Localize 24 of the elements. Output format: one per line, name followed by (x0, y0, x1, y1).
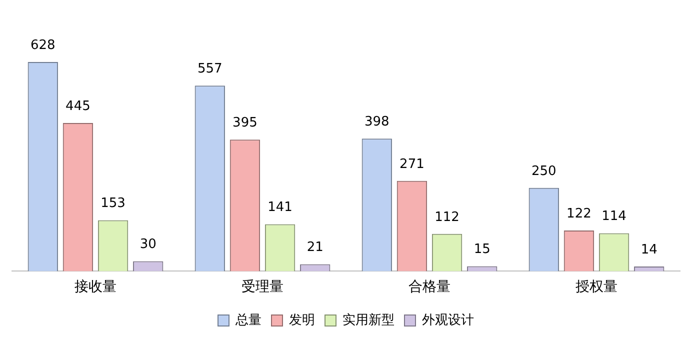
x-tick-label: 合格量 (408, 279, 450, 296)
data-label: 557 (197, 62, 222, 77)
legend-label: 总量 (234, 312, 262, 328)
data-label: 250 (531, 164, 556, 179)
data-label: 445 (66, 98, 90, 114)
data-label: 398 (364, 114, 390, 130)
x-tick-label: 受理量 (242, 279, 284, 296)
data-label: 141 (268, 200, 292, 216)
data-label: 271 (400, 156, 424, 172)
data-label: 122 (566, 206, 592, 222)
data-label: 628 (30, 38, 56, 53)
data-label: 153 (100, 196, 126, 212)
legend-label: 外观设计 (422, 312, 474, 328)
legend-label: 发明 (289, 312, 315, 328)
legend-label: 实用新型 (342, 312, 394, 328)
data-label: 21 (306, 240, 324, 256)
data-label: 114 (602, 209, 626, 224)
data-label: 30 (140, 237, 156, 252)
data-label: 112 (434, 210, 460, 225)
x-tick-label: 接收量 (74, 279, 116, 296)
data-label: 15 (474, 242, 490, 258)
x-tick-label: 授权量 (576, 279, 618, 296)
data-label: 395 (232, 115, 258, 130)
data-label: 14 (640, 242, 658, 258)
